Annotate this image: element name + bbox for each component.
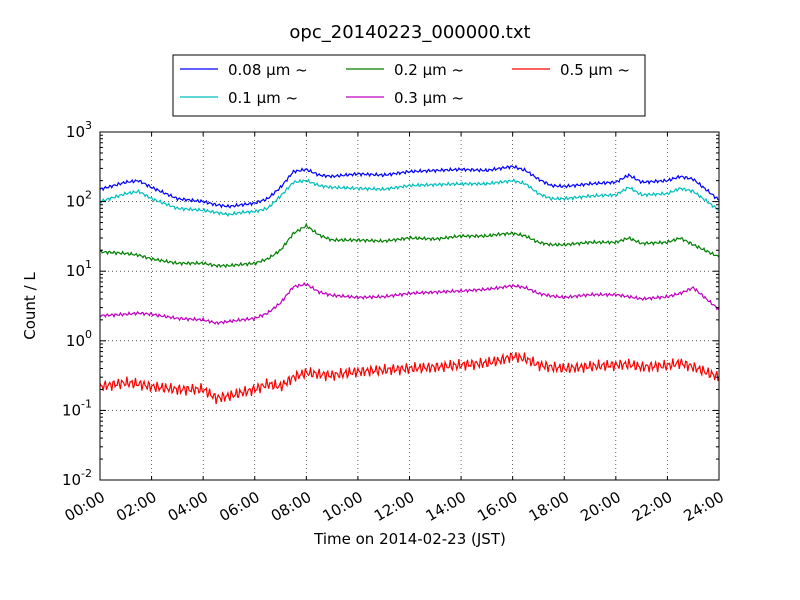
y-tick-label: 102 (66, 189, 92, 211)
x-tick-label: 12:00 (371, 488, 417, 525)
series-line-1 (100, 178, 719, 218)
y-tick-label: 10-1 (62, 397, 92, 419)
x-tick-label: 08:00 (268, 488, 314, 525)
x-tick-label: 22:00 (629, 488, 675, 525)
x-tick-label: 10:00 (319, 488, 365, 525)
x-tick-label: 24:00 (681, 488, 727, 525)
y-tick-label: 103 (66, 119, 92, 141)
series-line-3 (100, 281, 719, 326)
legend-label-3: 0.3 μm ~ (394, 89, 464, 107)
x-axis-label: Time on 2014-02-23 (JST) (313, 530, 506, 548)
x-tick-label: 20:00 (577, 488, 623, 525)
series-line-2 (100, 222, 719, 269)
y-tick-label: 101 (66, 258, 92, 280)
x-tick-label: 06:00 (216, 488, 262, 525)
y-tick-label: 10-2 (62, 467, 92, 489)
legend-frame (172, 54, 646, 117)
legend-label-4: 0.5 μm ~ (560, 61, 630, 79)
x-tick-label: 00:00 (62, 488, 108, 525)
legend-label-0: 0.08 μm ~ (228, 61, 308, 79)
chart-title: opc_20140223_000000.txt (289, 22, 530, 43)
legend-label-2: 0.2 μm ~ (394, 61, 464, 79)
x-tick-label: 04:00 (165, 488, 211, 525)
series-line-4 (100, 351, 719, 405)
x-tick-label: 02:00 (113, 488, 159, 525)
x-tick-label: 16:00 (474, 488, 520, 525)
y-axis: 10-2 10-1 100 101 102 103 (62, 119, 719, 489)
legend-label-1: 0.1 μm ~ (228, 89, 298, 107)
y-axis-label: Count / L (21, 272, 39, 340)
legend: 0.08 μm ~ 0.1 μm ~ 0.2 μm ~ 0.3 μm ~ 0.5 μm … (172, 54, 646, 117)
y-tick-label: 100 (66, 328, 92, 350)
x-tick-label: 14:00 (423, 488, 469, 525)
x-tick-label: 18:00 (526, 488, 572, 525)
series-line-0 (100, 164, 719, 209)
